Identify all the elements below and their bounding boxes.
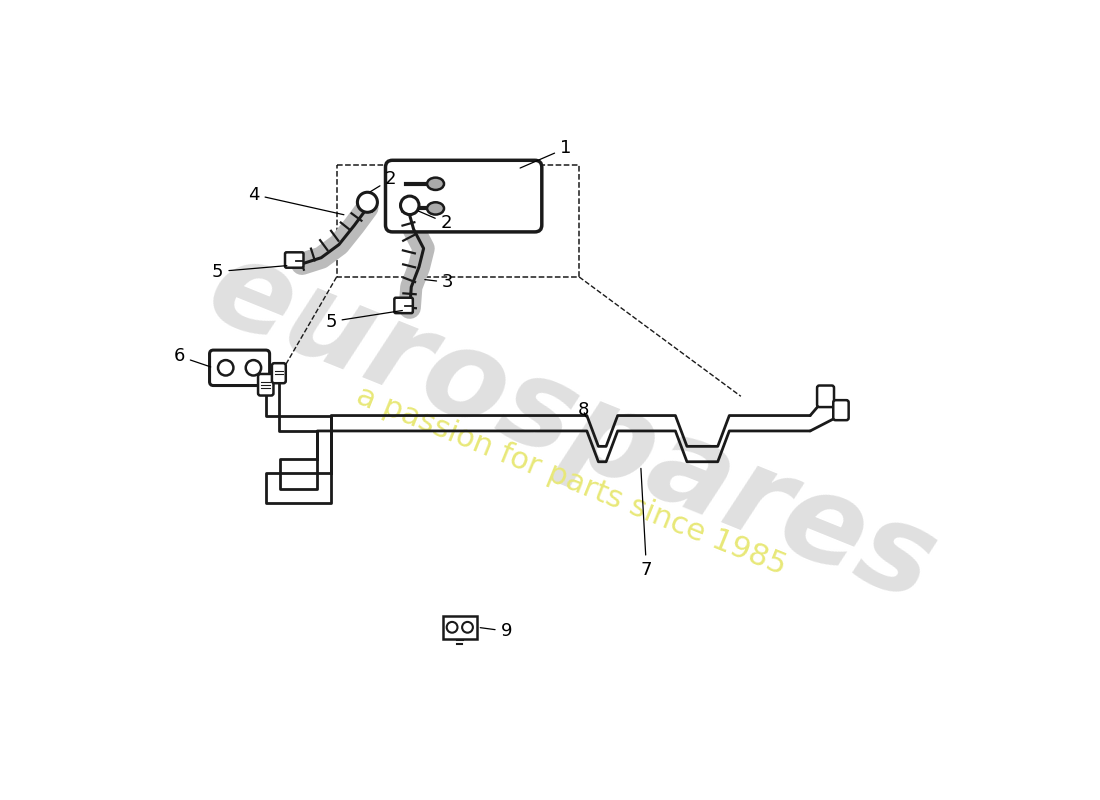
Text: 3: 3 <box>425 274 453 291</box>
Ellipse shape <box>427 202 444 214</box>
FancyBboxPatch shape <box>817 386 834 407</box>
Text: eurospares: eurospares <box>191 228 952 626</box>
FancyBboxPatch shape <box>385 160 542 232</box>
Ellipse shape <box>427 178 444 190</box>
Text: 2: 2 <box>418 211 452 232</box>
FancyBboxPatch shape <box>272 363 286 383</box>
Text: 7: 7 <box>640 468 652 578</box>
FancyBboxPatch shape <box>395 298 412 313</box>
Text: 4: 4 <box>249 186 344 214</box>
Circle shape <box>245 360 261 375</box>
FancyBboxPatch shape <box>443 616 476 639</box>
FancyBboxPatch shape <box>209 350 270 386</box>
FancyBboxPatch shape <box>834 400 849 420</box>
FancyBboxPatch shape <box>258 374 274 395</box>
Circle shape <box>218 360 233 375</box>
Circle shape <box>400 196 419 214</box>
Circle shape <box>358 192 377 212</box>
Text: 9: 9 <box>481 622 513 640</box>
Circle shape <box>462 622 473 633</box>
Text: 5: 5 <box>212 262 287 281</box>
Text: 6: 6 <box>174 347 211 367</box>
Text: 1: 1 <box>520 139 571 168</box>
Text: 2: 2 <box>371 170 397 191</box>
Circle shape <box>447 622 458 633</box>
Text: 8: 8 <box>578 401 588 419</box>
Text: 5: 5 <box>326 310 403 330</box>
Text: a passion for parts since 1985: a passion for parts since 1985 <box>352 381 791 581</box>
FancyBboxPatch shape <box>285 252 304 268</box>
